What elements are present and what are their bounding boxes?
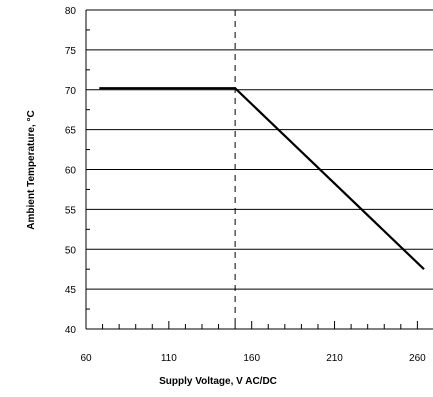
x-minor-ticks bbox=[85, 321, 418, 329]
y-tick-label: 80 bbox=[65, 6, 77, 17]
y-tick-label: 45 bbox=[65, 285, 77, 296]
y-tick-label: 75 bbox=[65, 46, 77, 57]
series-line bbox=[99, 87, 425, 270]
y-tick-label: 65 bbox=[65, 126, 77, 137]
grid-lines bbox=[86, 9, 433, 330]
y-tick-label: 70 bbox=[65, 86, 77, 97]
y-tick-label: 55 bbox=[65, 205, 77, 216]
x-tick-labels: 60 110 160 210 260 bbox=[80, 353, 426, 364]
x-tick-label: 110 bbox=[161, 353, 177, 364]
x-axis-title: Supply Voltage, V AC/DC bbox=[159, 376, 277, 387]
y-tick-label: 60 bbox=[65, 166, 77, 177]
y-tick-labels: 40 45 50 55 60 65 70 75 80 bbox=[65, 6, 77, 336]
y-tick-label: 40 bbox=[65, 325, 77, 336]
y-tick-label: 50 bbox=[65, 245, 77, 256]
x-tick-label: 260 bbox=[409, 353, 426, 364]
x-tick-label: 60 bbox=[80, 353, 92, 364]
x-tick-label: 160 bbox=[243, 353, 260, 364]
y-axis-title: Ambient Temperature, °C bbox=[26, 110, 37, 229]
x-tick-label: 210 bbox=[326, 353, 343, 364]
